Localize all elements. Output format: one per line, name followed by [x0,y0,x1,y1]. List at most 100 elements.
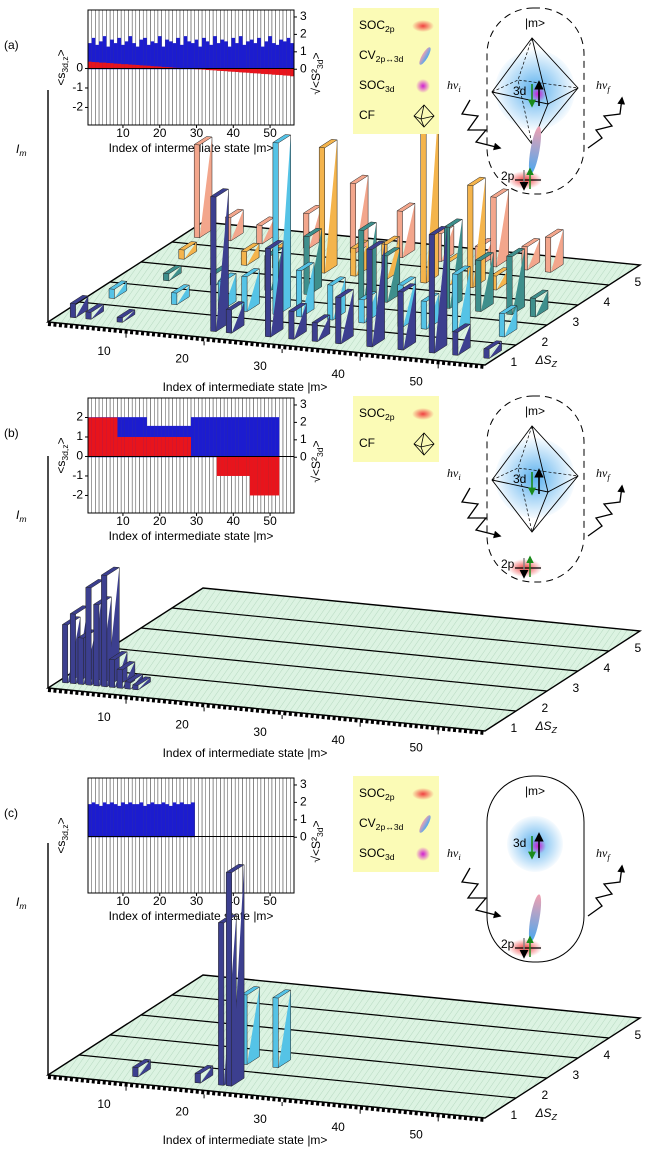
photon-in-label-sub: i [458,84,461,94]
state-bar [168,67,173,69]
upper-level-label: 3d [513,836,526,850]
state-bar [102,62,107,69]
intensity-bar [318,139,338,274]
state-bar [113,43,118,70]
intensity-bar [311,314,331,342]
y-axis-label-end: > [54,817,68,824]
intensity-bar [210,188,229,332]
diagram-frame [486,775,585,963]
state-bar [157,436,162,457]
photon-out-label-text: hν [596,466,608,480]
photon-out-label-sub: f [607,84,611,94]
state-bar [176,436,180,457]
legend-label-sub: 2p↔3d [376,822,404,832]
state-bar [191,417,195,458]
state-bar [275,417,280,458]
state-bar [165,436,169,457]
state-bar [216,456,221,476]
state-bar [154,66,158,69]
state-bar [246,417,250,458]
state-bar [260,417,265,458]
state-bar [161,66,166,69]
state-bar [161,436,166,457]
state-bar [179,802,184,838]
state-bar [268,68,272,75]
state-bar [168,805,173,838]
x-tick-label: 40 [227,514,241,528]
state-bar [124,41,129,70]
state-bar [264,417,269,458]
inset-border [87,777,295,894]
panel-label: (a) [4,38,19,52]
state-bar [106,417,111,457]
y2-axis-label-sub: 3d [315,59,325,69]
state-bar [191,802,195,838]
state-bar [128,436,133,457]
state-bar [227,68,232,72]
x-tick-label: 40 [331,367,345,381]
z-tick-label: 2 [542,1088,549,1102]
z-axis-label-text: ΔS [535,719,552,733]
front-edge [47,688,486,735]
y-axis-label-end: > [54,437,68,444]
state-bar [99,62,103,69]
z-tick-label: 1 [511,1108,518,1122]
state-bar [246,68,250,73]
state-label: |m> [525,16,545,30]
state-bar [150,66,155,69]
intensity-bar [397,283,417,351]
state-bar [113,417,118,457]
state-bar [260,456,265,496]
state-bar [121,802,125,838]
state-bar [110,39,114,70]
x-axis-label: Index of intermediate state |m> [163,746,328,760]
y-axis-label-text: I [16,508,20,522]
state-bar [91,802,96,838]
y2-tick-label: 0 [300,61,307,75]
state-bar [168,41,173,70]
state-bar [172,436,177,457]
state-bar [271,417,276,458]
intensity-bar [381,247,401,303]
z-tick-label: 4 [604,661,611,675]
front-edge [47,1075,486,1122]
state-bar [257,417,261,458]
state-bar [220,68,225,72]
z-tick-label: 5 [635,641,642,655]
octahedron [491,425,579,533]
state-bar [282,68,287,76]
state-bar [99,417,103,457]
photon-out-label-sub: f [607,472,611,482]
z-axis-label-sub: Z [551,1112,558,1122]
orbital-glow [495,438,575,518]
intensity-bar [85,303,104,320]
state-bar [279,39,283,70]
state-bar [150,802,155,838]
state-bar [106,63,111,69]
y2-tick-label: 2 [300,27,307,41]
state-bar [124,804,129,838]
state-bar [231,37,236,70]
x-tick-label: 40 [331,733,345,747]
state-bar [157,804,162,838]
state-bar [224,41,228,70]
photon-in [460,487,502,539]
x-tick-label: 50 [263,126,277,140]
state-bar [238,456,243,476]
state-bar [257,37,261,70]
photon-out [587,864,626,917]
intensity-bar [452,323,471,356]
panel-label: (c) [4,806,18,820]
state-bar [224,417,228,458]
state-bar [172,43,177,70]
state-bar [227,417,232,458]
legend-label-text: SOC [359,78,385,92]
photon-in-label-text: hν [447,78,459,92]
state-bar [110,63,114,69]
state-bar [154,436,158,457]
photon-out-label-text: hν [596,846,608,860]
state-bar [220,39,225,70]
state-bar [179,44,184,70]
state-bar [249,68,254,74]
